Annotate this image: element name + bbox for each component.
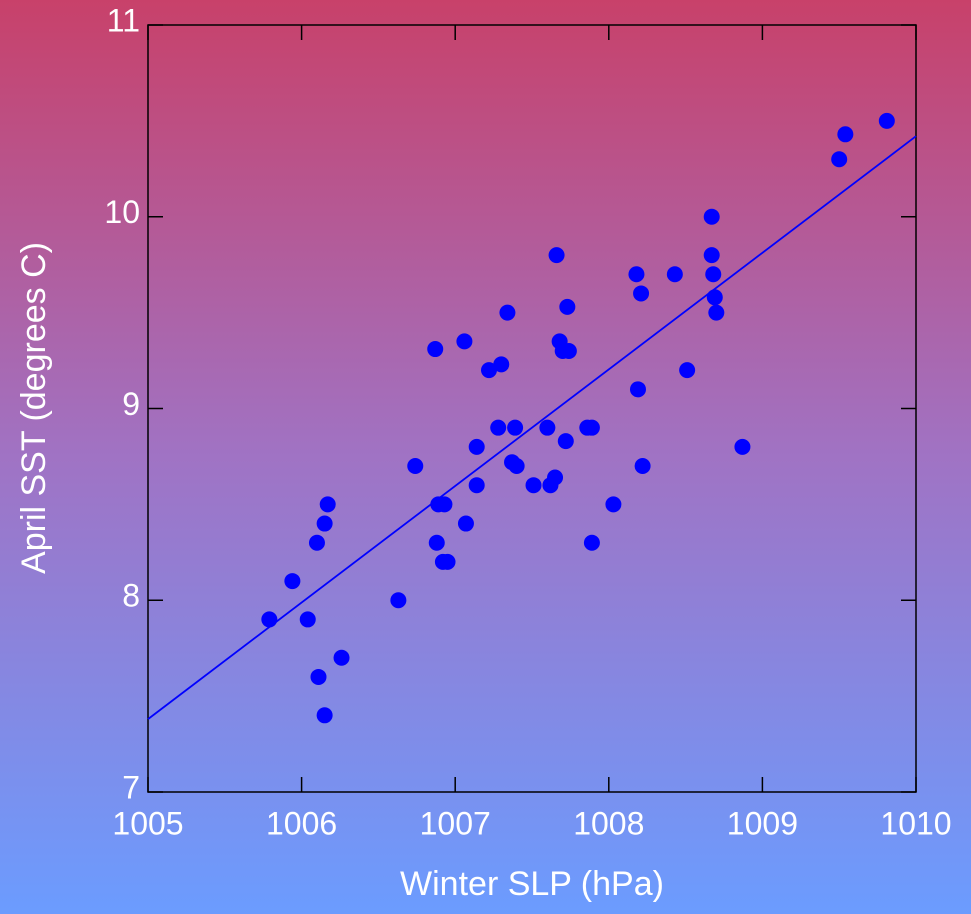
point [319, 496, 336, 513]
point [390, 592, 407, 609]
point [878, 112, 895, 129]
point [837, 126, 854, 143]
point [634, 458, 651, 475]
point [679, 362, 696, 379]
point [548, 247, 565, 264]
x-tick-label: 1005 [112, 805, 183, 841]
point [310, 668, 327, 685]
point [831, 151, 848, 168]
x-tick-label: 1009 [727, 805, 798, 841]
point [525, 477, 542, 494]
point [547, 469, 564, 486]
point [284, 573, 301, 590]
y-axis-title: April SST (degrees C) [15, 242, 53, 574]
y-tick-label: 8 [122, 578, 140, 614]
point [734, 438, 751, 455]
point [316, 515, 333, 532]
x-tick-label: 1007 [420, 805, 491, 841]
point [407, 458, 424, 475]
point [557, 433, 574, 450]
point [708, 304, 725, 321]
point [507, 419, 524, 436]
point [261, 611, 278, 628]
point [316, 707, 333, 724]
point [457, 515, 474, 532]
point [559, 298, 576, 315]
point [560, 342, 577, 359]
point [703, 208, 720, 225]
point [628, 266, 645, 283]
point [480, 362, 497, 379]
point [427, 341, 444, 358]
point [456, 333, 473, 350]
point [468, 477, 485, 494]
point [468, 438, 485, 455]
point [539, 419, 556, 436]
point [705, 266, 722, 283]
point [499, 304, 516, 321]
point [706, 289, 723, 306]
point [333, 649, 350, 666]
x-tick-label: 1010 [880, 805, 951, 841]
point [308, 534, 325, 551]
x-axis-title: Winter SLP (hPa) [400, 865, 664, 903]
x-tick-label: 1006 [266, 805, 337, 841]
point [490, 419, 507, 436]
point [703, 247, 720, 264]
point [436, 496, 453, 513]
point [583, 534, 600, 551]
x-tick-label: 1008 [573, 805, 644, 841]
point [605, 496, 622, 513]
y-tick-label: 7 [122, 769, 140, 805]
point [583, 419, 600, 436]
point [629, 381, 646, 398]
y-tick-label: 10 [104, 194, 140, 230]
point [493, 356, 510, 373]
y-tick-label: 11 [107, 2, 140, 38]
point [666, 266, 683, 283]
point [508, 458, 525, 475]
y-tick-label: 9 [122, 386, 140, 422]
point [439, 553, 456, 570]
point [633, 285, 650, 302]
point [428, 534, 445, 551]
point [299, 611, 316, 628]
